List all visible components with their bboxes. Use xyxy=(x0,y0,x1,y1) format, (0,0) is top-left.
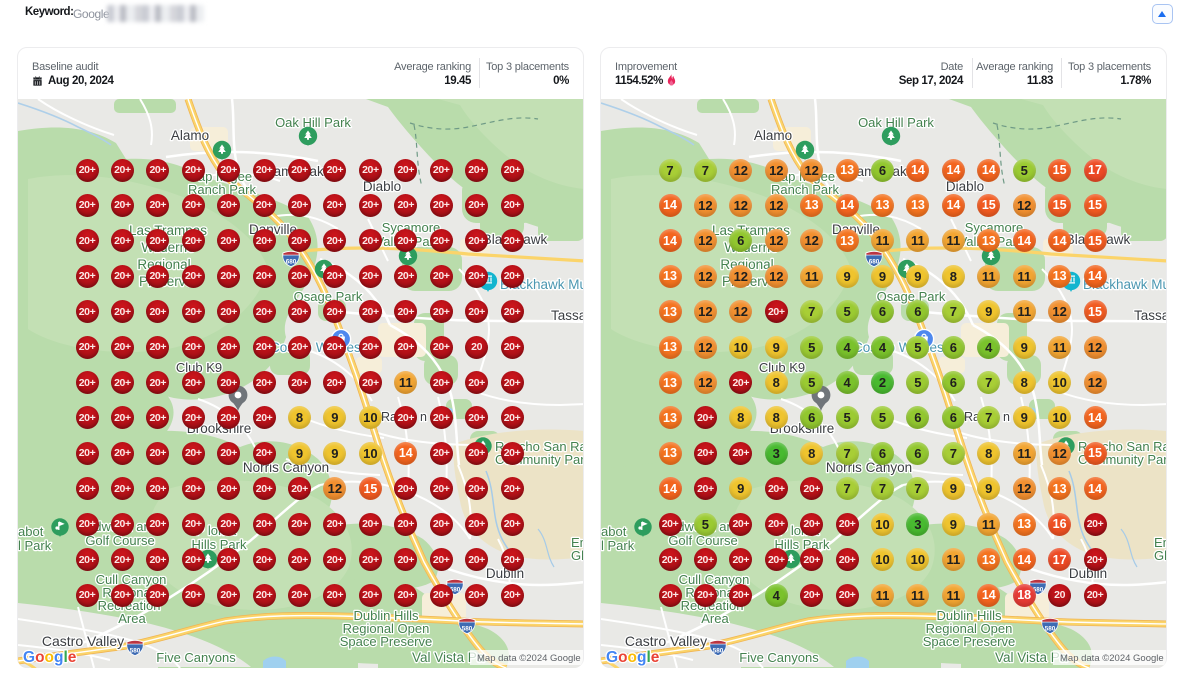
svg-text:Five Canyons: Five Canyons xyxy=(156,650,236,665)
svg-text:Cull Canyon: Cull Canyon xyxy=(679,572,750,587)
svg-text:Map data ©2024 Google: Map data ©2024 Google xyxy=(477,653,581,664)
svg-text:Castro Valley: Castro Valley xyxy=(42,633,124,649)
svg-text:Tassajara: Tassajara xyxy=(551,308,583,323)
svg-text:Dublin Hills: Dublin Hills xyxy=(353,608,419,623)
svg-text:Castro Valley: Castro Valley xyxy=(625,633,707,649)
svg-text:Map data ©2024 Google: Map data ©2024 Google xyxy=(1060,653,1164,664)
svg-text:Sycamore: Sycamore xyxy=(965,220,1024,235)
svg-text:n: n xyxy=(1003,410,1010,424)
svg-text:Osage Park: Osage Park xyxy=(294,289,363,304)
svg-text:Diablo: Diablo xyxy=(946,179,984,194)
svg-text:Norris Canyon: Norris Canyon xyxy=(826,460,912,475)
svg-text:l Park: l Park xyxy=(18,538,52,553)
svg-text:Oak Hill Park: Oak Hill Park xyxy=(858,115,934,130)
svg-text:Regional Open: Regional Open xyxy=(926,621,1013,636)
svg-text:Google: Google xyxy=(606,649,660,666)
svg-text:Cull Canyon: Cull Canyon xyxy=(96,572,167,587)
svg-text:Regional Open: Regional Open xyxy=(343,621,430,636)
svg-text:Tassajara: Tassajara xyxy=(1134,308,1166,323)
svg-text:Osage Park: Osage Park xyxy=(877,289,946,304)
svg-text:abot: abot xyxy=(601,524,627,539)
svg-text:Golf Course: Golf Course xyxy=(85,533,154,548)
svg-text:Ranch Park: Ranch Park xyxy=(188,182,256,197)
svg-text:abot: abot xyxy=(18,524,44,539)
svg-text:am: am xyxy=(274,164,293,179)
svg-text:680: 680 xyxy=(869,258,880,265)
svg-text:Space Preserve: Space Preserve xyxy=(340,634,433,649)
svg-text:Dublin Hills: Dublin Hills xyxy=(936,608,1002,623)
svg-text:580: 580 xyxy=(713,647,724,654)
svg-text:Val Vista Pa: Val Vista Pa xyxy=(995,650,1068,665)
svg-text:Diablo: Diablo xyxy=(363,179,401,194)
svg-text:580: 580 xyxy=(130,647,141,654)
svg-text:n: n xyxy=(420,410,427,424)
svg-text:Area: Area xyxy=(118,611,146,626)
svg-text:l Park: l Park xyxy=(601,538,635,553)
svg-text:Sycamore: Sycamore xyxy=(382,220,441,235)
svg-text:Alamo: Alamo xyxy=(754,128,792,143)
svg-text:680: 680 xyxy=(1033,586,1044,593)
svg-text:Alamo: Alamo xyxy=(171,128,209,143)
svg-text:Area: Area xyxy=(701,611,729,626)
svg-text:580: 580 xyxy=(462,625,473,632)
svg-text:Ra: Ra xyxy=(381,410,397,424)
svg-text:Five Canyons: Five Canyons xyxy=(739,650,819,665)
svg-text:Norris Canyon: Norris Canyon xyxy=(243,460,329,475)
svg-text:Val Vista Pa: Val Vista Pa xyxy=(412,650,485,665)
svg-text:680: 680 xyxy=(450,586,461,593)
svg-text:Eme: Eme xyxy=(571,535,583,550)
svg-text:Ranch Park: Ranch Park xyxy=(771,182,839,197)
svg-text:Gle: Gle xyxy=(1154,548,1166,563)
svg-text:680: 680 xyxy=(286,258,297,265)
svg-text:Google: Google xyxy=(23,649,77,666)
svg-text:Space Preserve: Space Preserve xyxy=(923,634,1016,649)
svg-text:Ra: Ra xyxy=(964,410,980,424)
svg-text:Golf Course: Golf Course xyxy=(668,533,737,548)
svg-text:580: 580 xyxy=(1045,625,1056,632)
svg-text:Gle: Gle xyxy=(571,548,583,563)
svg-text:Eme: Eme xyxy=(1154,535,1166,550)
svg-text:Oak Hill Park: Oak Hill Park xyxy=(275,115,351,130)
